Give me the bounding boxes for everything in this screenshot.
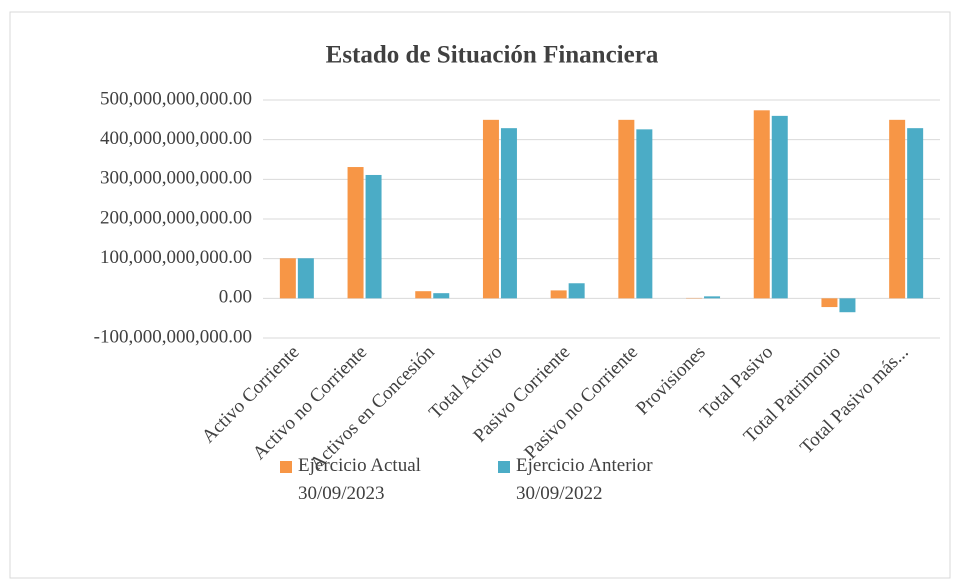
chart-title: Estado de Situación Financiera [326, 42, 659, 69]
chart-frame [9, 11, 951, 579]
legend-item: Ejercicio Actual 30/09/2023 [280, 452, 480, 508]
y-tick-label: 0.00 [219, 287, 252, 308]
bar [821, 298, 838, 308]
bar [618, 119, 635, 299]
bar [433, 293, 450, 299]
legend-swatch [280, 461, 292, 473]
bar [771, 115, 788, 299]
y-tick-label: -100,000,000,000.00 [94, 326, 252, 347]
bar [550, 290, 567, 299]
bar [500, 128, 517, 299]
bar [753, 110, 770, 299]
bar [279, 258, 296, 299]
bar [482, 119, 499, 299]
bar [636, 129, 653, 299]
y-tick-label: 100,000,000,000.00 [100, 247, 252, 268]
bar [839, 298, 856, 313]
bar [347, 167, 364, 299]
bar [415, 291, 432, 299]
bar [365, 174, 382, 299]
y-tick-label: 500,000,000,000.00 [100, 88, 252, 109]
legend: Ejercicio Actual 30/09/2023 Ejercicio Ant… [280, 452, 698, 508]
y-tick-label: 200,000,000,000.00 [100, 207, 252, 228]
legend-label: Ejercicio Actual 30/09/2023 [298, 455, 421, 504]
bar [568, 283, 585, 299]
legend-swatch [498, 461, 510, 473]
bar [704, 296, 721, 299]
y-tick-label: 400,000,000,000.00 [100, 128, 252, 149]
legend-item: Ejercicio Anterior 30/09/2022 [498, 452, 698, 508]
bar [297, 258, 314, 299]
y-tick-label: 300,000,000,000.00 [100, 168, 252, 189]
bar [889, 119, 906, 299]
bar [907, 128, 924, 299]
legend-label: Ejercicio Anterior 30/09/2022 [516, 455, 653, 504]
